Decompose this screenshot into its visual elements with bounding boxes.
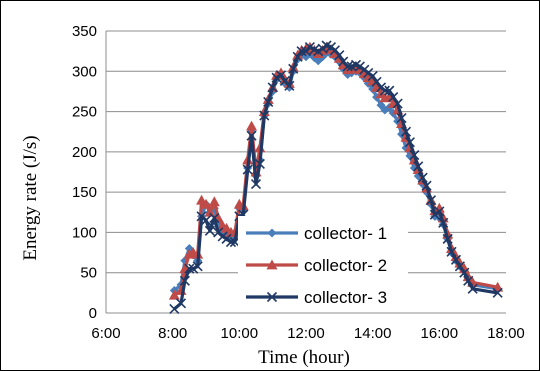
data-point [454,261,465,272]
data-point [371,76,382,87]
data-point [342,61,353,72]
legend-entry: collector- 2 [246,256,387,275]
data-point [446,246,457,257]
data-point [200,215,212,226]
x-axis-ticks: 6:00 8:00 10:00 12:00 14:00 16:00 18:00 [91,325,524,342]
data-point [192,261,203,272]
series-collector-3 [169,40,503,315]
data-point [492,287,503,298]
data-point [204,206,216,217]
data-point [442,233,453,244]
legend-entry: collector- 3 [246,288,387,307]
x-tick-label: 6:00 [91,325,120,342]
data-point [184,263,195,274]
data-point [179,275,190,286]
data-point [246,130,257,141]
data-point [467,283,478,294]
y-tick-label: 0 [89,305,97,322]
data-point [168,289,180,300]
data-point [263,96,274,107]
data-point [208,196,220,207]
data-point [429,209,440,220]
data-point [425,195,437,206]
data-point [413,161,424,172]
x-tick-label: 8:00 [158,325,187,342]
y-tick-label: 100 [72,224,97,241]
legend-label: collector- 1 [304,224,387,243]
data-point [396,112,407,124]
data-point [384,85,395,96]
x-tick-label: 10:00 [221,325,259,342]
legend-entry: collector- 1 [246,224,387,243]
x-tick-label: 16:00 [421,325,459,342]
data-point [367,71,378,82]
data-point [246,120,258,131]
data-point [454,257,466,268]
y-axis-ticks: 0 50 100 150 200 250 300 350 [72,23,97,322]
data-point [438,217,449,228]
data-point [288,63,299,74]
data-point [463,275,474,286]
grid-lines [105,30,506,314]
data-point [175,298,187,309]
data-point [242,164,253,175]
data-point [434,206,445,217]
x-tick-label: 18:00 [487,325,525,342]
data-point [334,50,345,61]
data-point [259,110,270,121]
data-point [354,61,365,72]
legend-marker [267,228,277,238]
y-tick-label: 300 [72,63,97,80]
data-point [200,198,212,209]
data-point [388,92,399,103]
legend-marker [266,259,278,270]
data-point [379,85,390,96]
data-point [421,180,432,191]
data-point [450,254,462,265]
data-point [267,82,278,93]
data-point [459,267,470,278]
data-point [284,80,295,91]
y-tick-label: 150 [72,184,97,201]
data-point [417,172,428,183]
data-point [292,51,303,62]
data-point [275,67,287,78]
data-point [221,233,232,244]
data-point [409,150,420,161]
data-point [229,237,240,248]
data-point [275,70,287,81]
data-point [404,137,415,148]
legend-label: collector- 3 [304,288,387,307]
legend: collector- 1 collector- 2 collector- 3 [238,216,408,312]
y-tick-label: 200 [72,144,97,161]
data-point [254,158,265,170]
data-point [400,126,412,137]
x-tick-label: 12:00 [287,325,325,342]
data-point [296,46,307,57]
legend-marker [266,291,278,303]
series-layer [168,40,504,315]
data-point [209,212,220,223]
y-tick-label: 50 [80,265,97,282]
y-axis-title: Energy rate (J/s) [20,135,41,260]
y-tick-label: 350 [72,23,97,40]
data-point [250,179,262,190]
x-axis-title: Time (hour) [258,347,350,368]
data-point [204,225,215,236]
data-point [363,67,374,78]
data-point [433,202,445,213]
data-point [225,237,237,248]
x-tick-label: 14:00 [354,325,392,342]
legend-label: collector- 2 [304,256,387,275]
y-tick-label: 250 [72,104,97,121]
data-point [392,98,403,109]
